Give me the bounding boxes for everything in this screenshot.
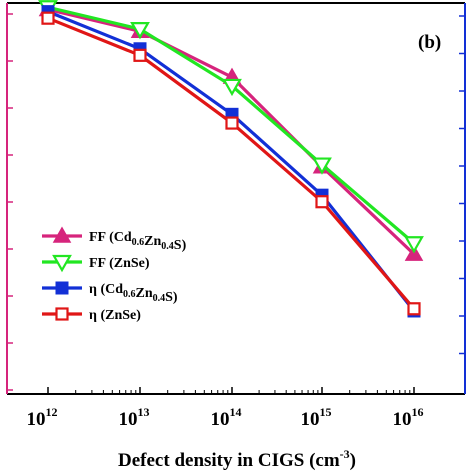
series-4: [41, 11, 421, 316]
legend-swatch-marker: [55, 281, 69, 295]
legend-label-part: 0.4: [161, 241, 174, 252]
x-tick-label-base: 10: [393, 409, 412, 430]
legend-label: η (ZnSe): [89, 308, 141, 323]
x-tick-label: 1016: [393, 405, 424, 430]
legend-label-part: 0.4: [153, 293, 166, 304]
x-tick-label-base: 10: [301, 409, 320, 430]
data-point: [225, 116, 239, 130]
x-tick-label-base: 10: [211, 409, 230, 430]
data-point: [222, 78, 242, 97]
legend-entry: η (ZnSe): [42, 307, 141, 323]
x-axis-title: Defect density in CIGS (cm-3): [118, 447, 356, 471]
x-tick-label: 1013: [119, 405, 150, 430]
legend-label-part: FF (ZnSe): [89, 256, 150, 271]
legend-swatch-marker: [52, 226, 72, 243]
x-axis-title-end: ): [350, 450, 356, 471]
x-tick-label-exponent: 15: [320, 405, 332, 419]
legend-label-part: Zn: [144, 234, 161, 249]
axis-ticks: [7, 13, 465, 394]
legend-label-part: η (Cd: [89, 282, 123, 297]
data-point: [130, 22, 150, 40]
legend-swatch-marker: [55, 307, 69, 321]
x-tick-label: 1015: [301, 405, 332, 430]
series-layer: [38, 0, 424, 318]
series-1: [38, 0, 424, 261]
legend-label: FF (Cd0.6Zn0.4S): [89, 230, 187, 253]
data-point: [41, 11, 55, 25]
x-axis-title-main: Defect density in CIGS (cm: [118, 450, 340, 471]
data-point: [404, 236, 424, 254]
x-tick-label-exponent: 12: [46, 405, 58, 419]
legend: FF (Cd0.6Zn0.4S)FF (ZnSe)η (Cd0.6Zn0.4S)…: [42, 226, 187, 323]
series-line: [47, 7, 416, 256]
data-point: [407, 302, 421, 316]
legend-entry: FF (Cd0.6Zn0.4S): [42, 226, 187, 253]
legend-label-part: FF (Cd: [89, 230, 132, 245]
legend-label-part: 0.6: [132, 237, 145, 248]
legend-label-part: 0.6: [123, 289, 136, 300]
x-tick-label: 1014: [211, 405, 242, 430]
legend-swatch-marker: [52, 254, 72, 273]
legend-label-part: S): [174, 238, 187, 253]
legend-label-part: Zn: [136, 286, 153, 301]
x-tick-labels: 1012 1013 1014 1015 1016: [27, 405, 424, 430]
x-tick-label-base: 10: [27, 409, 46, 430]
legend-entry: FF (ZnSe): [42, 254, 150, 273]
data-point: [315, 195, 329, 209]
x-axis-title-sup: -3: [340, 447, 350, 461]
data-point: [133, 48, 147, 62]
plot-frame: [6, 2, 466, 395]
x-tick-label-exponent: 16: [412, 405, 424, 419]
legend-label: η (Cd0.6Zn0.4S): [89, 282, 178, 305]
panel-label: (b): [418, 32, 441, 53]
x-tick-label: 1012: [27, 405, 58, 430]
legend-label-part: S): [165, 290, 178, 305]
x-tick-label-exponent: 13: [138, 405, 150, 419]
legend-entry: η (Cd0.6Zn0.4S): [42, 281, 178, 305]
legend-label: FF (ZnSe): [89, 256, 150, 271]
x-tick-label-exponent: 14: [230, 405, 242, 419]
x-tick-label-base: 10: [119, 409, 138, 430]
legend-label-part: η (ZnSe): [89, 308, 141, 323]
data-point: [312, 157, 332, 175]
